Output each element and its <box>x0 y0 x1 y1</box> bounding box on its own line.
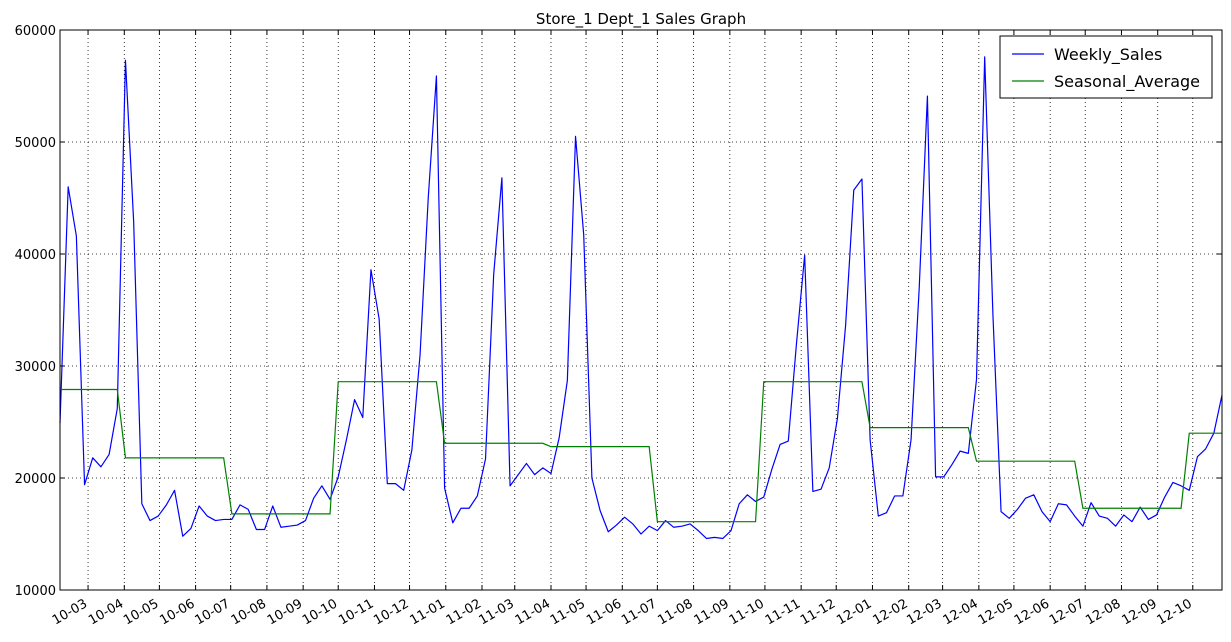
x-tick-label: 11-05 <box>548 596 588 628</box>
x-tick-label: 10-10 <box>300 596 340 628</box>
x-tick-label: 12-06 <box>1012 596 1052 628</box>
x-tick-label: 11-11 <box>763 596 803 628</box>
x-tick-label: 12-01 <box>834 596 874 628</box>
x-tick-label: 10-11 <box>336 596 376 628</box>
x-tick-label: 12-07 <box>1047 596 1087 628</box>
y-tick-label: 30000 <box>15 360 56 375</box>
x-tick-label: 11-08 <box>655 596 695 628</box>
x-tick-label: 10-12 <box>371 596 411 628</box>
y-tick-label: 10000 <box>15 584 56 599</box>
x-tick-label: 10-09 <box>265 596 305 628</box>
x-tick-label: 10-08 <box>229 596 269 628</box>
x-tick-label: 10-07 <box>192 596 232 628</box>
series-line-weekly-sales <box>59 56 1223 540</box>
x-tick-label: 10-03 <box>50 596 90 628</box>
plot-frame <box>59 29 1223 591</box>
x-tick-label: 12-03 <box>904 596 944 628</box>
y-tick-label: 40000 <box>15 248 56 263</box>
x-tick-label: 11-12 <box>798 596 838 628</box>
y-tick-label: 60000 <box>15 24 56 39</box>
x-tick-label: 12-04 <box>941 596 981 628</box>
x-tick-label: 10-06 <box>157 596 197 628</box>
x-tick-label: 12-02 <box>870 596 910 628</box>
chart-title: Store_1 Dept_1 Sales Graph <box>536 10 746 29</box>
x-tick-label: 10-05 <box>121 596 161 628</box>
y-tick-label: 20000 <box>15 472 56 487</box>
x-tick-label: 11-10 <box>727 596 767 628</box>
legend-box <box>999 35 1213 99</box>
legend: Weekly_Sales Seasonal_Average <box>999 35 1213 99</box>
x-tick-label: 12-09 <box>1119 596 1159 628</box>
x-tick-label: 12-08 <box>1083 596 1123 628</box>
y-tick-label: 50000 <box>15 136 56 151</box>
series <box>59 56 1223 540</box>
grid <box>60 30 1222 590</box>
x-tick-label: 11-07 <box>619 596 659 628</box>
x-tick-label: 11-06 <box>584 596 624 628</box>
x-tick-label: 12-10 <box>1155 596 1195 628</box>
x-tick-label: 10-04 <box>86 596 126 628</box>
x-tick-label: 11-09 <box>692 596 732 628</box>
series-line-seasonal-average <box>60 381 1222 523</box>
x-tick-label: 11-02 <box>444 596 484 628</box>
legend-label-weekly-sales: Weekly_Sales <box>1054 45 1162 65</box>
legend-label-seasonal-average: Seasonal_Average <box>1054 72 1200 92</box>
x-tick-label: 12-05 <box>976 596 1016 628</box>
x-tick-label: 11-03 <box>477 596 517 628</box>
x-tick-label: 11-04 <box>513 596 553 628</box>
x-tick-label: 11-01 <box>408 596 448 628</box>
